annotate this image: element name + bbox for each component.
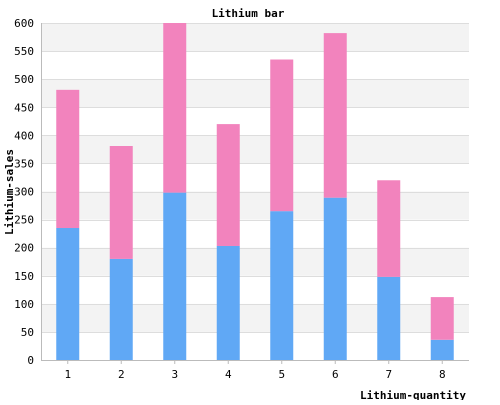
bar-segment-series-1-cat-1 [56,228,80,360]
y-tick-label: 150 [14,270,34,283]
y-tick-label: 450 [14,101,34,114]
y-tick-label: 400 [14,129,34,142]
grid-band [41,51,469,80]
x-tick-label: 1 [64,368,71,381]
bar-segment-series-2-cat-8 [430,297,454,340]
grid-band [41,247,469,276]
bar-segment-series-2-cat-5 [270,59,294,212]
x-tick-label: 6 [332,368,339,381]
y-tick-label: 300 [14,186,34,199]
grid-band [41,191,469,220]
grid-band [41,79,469,108]
bar-segment-series-2-cat-7 [377,180,401,277]
y-tick-label: 200 [14,242,34,255]
grid-band [41,23,469,52]
grid-band [41,303,469,332]
bar-segment-series-2-cat-1 [56,89,80,229]
grid-band [41,331,469,360]
bar-segment-series-1-cat-7 [377,276,401,360]
bar-segment-series-1-cat-5 [270,211,294,360]
grid-band [41,219,469,248]
x-tick-label: 8 [439,368,446,381]
grid-band [41,135,469,164]
x-tick-label: 5 [278,368,285,381]
x-tick-label: 3 [171,368,178,381]
bar-segment-series-2-cat-3 [163,23,187,193]
x-tick-label: 4 [225,368,232,381]
y-tick-label: 500 [14,73,34,86]
grid-band [41,275,469,304]
x-axis-label: Lithium-quantity [360,389,466,400]
y-tick-label: 550 [14,45,34,58]
bar-segment-series-1-cat-4 [216,245,240,360]
y-tick-label: 0 [27,354,34,367]
bar-segment-series-1-cat-6 [323,197,347,360]
x-tick-label: 7 [385,368,392,381]
bar-segment-series-1-cat-3 [163,192,187,360]
bar-segment-series-2-cat-6 [323,33,347,198]
y-axis-label: Lithium-sales [3,149,16,235]
bar-segment-series-1-cat-2 [109,258,133,360]
y-tick-label: 600 [14,17,34,30]
y-tick-label: 250 [14,214,34,227]
grid-band [41,107,469,136]
y-tick-label: 100 [14,298,34,311]
chart-title: Lithium bar [212,7,285,20]
grid-band [41,163,469,192]
y-tick-label: 350 [14,157,34,170]
bar-segment-series-1-cat-8 [430,339,454,360]
bar-segment-series-2-cat-2 [109,146,133,259]
bar-segment-series-2-cat-4 [216,124,240,246]
y-tick-label: 50 [21,326,34,339]
x-tick-label: 2 [118,368,125,381]
